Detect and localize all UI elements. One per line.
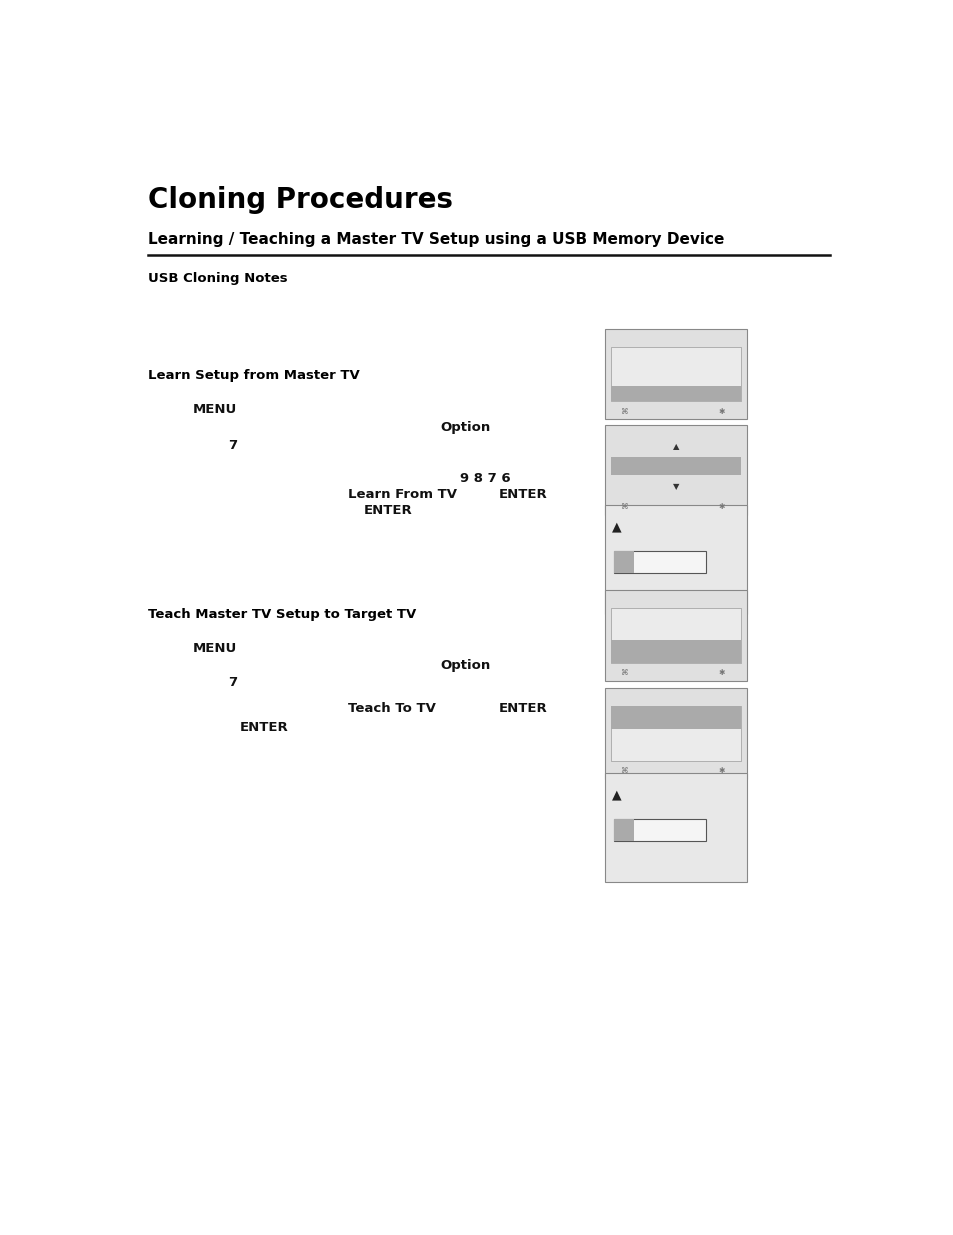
Text: ⌘: ⌘ — [619, 501, 627, 511]
Text: ✱: ✱ — [718, 668, 724, 677]
Bar — [610, 347, 740, 401]
Text: ENTER: ENTER — [239, 721, 288, 734]
Text: ▲: ▲ — [611, 788, 620, 802]
Text: ⌘: ⌘ — [619, 406, 627, 416]
Text: ✱: ✱ — [718, 766, 724, 776]
Text: ▼: ▼ — [672, 482, 679, 490]
Bar — [613, 819, 633, 841]
Bar — [604, 590, 746, 680]
Bar — [610, 387, 740, 401]
Text: ▲: ▲ — [672, 442, 679, 451]
Text: 7: 7 — [228, 440, 236, 452]
Text: MENU: MENU — [193, 403, 237, 416]
Bar — [613, 551, 633, 573]
Bar — [604, 688, 746, 779]
Text: MENU: MENU — [193, 642, 237, 655]
Bar — [610, 640, 740, 663]
Text: ENTER: ENTER — [363, 504, 412, 517]
Bar — [613, 551, 705, 573]
Bar — [613, 819, 705, 841]
Text: Learn From TV: Learn From TV — [348, 488, 456, 500]
Text: Learning / Teaching a Master TV Setup using a USB Memory Device: Learning / Teaching a Master TV Setup us… — [148, 232, 723, 247]
Text: Option: Option — [440, 658, 491, 672]
Bar — [604, 329, 746, 419]
Text: ⌘: ⌘ — [619, 766, 627, 776]
Text: Teach Master TV Setup to Target TV: Teach Master TV Setup to Target TV — [148, 609, 416, 621]
Text: ▲: ▲ — [611, 520, 620, 534]
Text: Learn Setup from Master TV: Learn Setup from Master TV — [148, 369, 359, 382]
Text: ✱: ✱ — [718, 501, 724, 511]
Text: Cloning Procedures: Cloning Procedures — [148, 186, 453, 214]
Text: 7: 7 — [228, 676, 236, 689]
Text: 9 8 7 6: 9 8 7 6 — [459, 472, 511, 484]
Bar — [610, 457, 740, 474]
Bar — [610, 706, 740, 761]
Text: ⌘: ⌘ — [619, 668, 627, 677]
Text: Teach To TV: Teach To TV — [348, 701, 436, 715]
Text: ENTER: ENTER — [498, 488, 547, 500]
Bar — [610, 609, 740, 663]
Bar — [604, 773, 746, 882]
Bar — [604, 505, 746, 614]
Text: USB Cloning Notes: USB Cloning Notes — [148, 272, 287, 285]
Text: Option: Option — [440, 421, 491, 435]
Text: ✱: ✱ — [718, 406, 724, 416]
Bar — [610, 706, 740, 729]
Bar — [604, 425, 746, 515]
Text: ENTER: ENTER — [498, 701, 547, 715]
